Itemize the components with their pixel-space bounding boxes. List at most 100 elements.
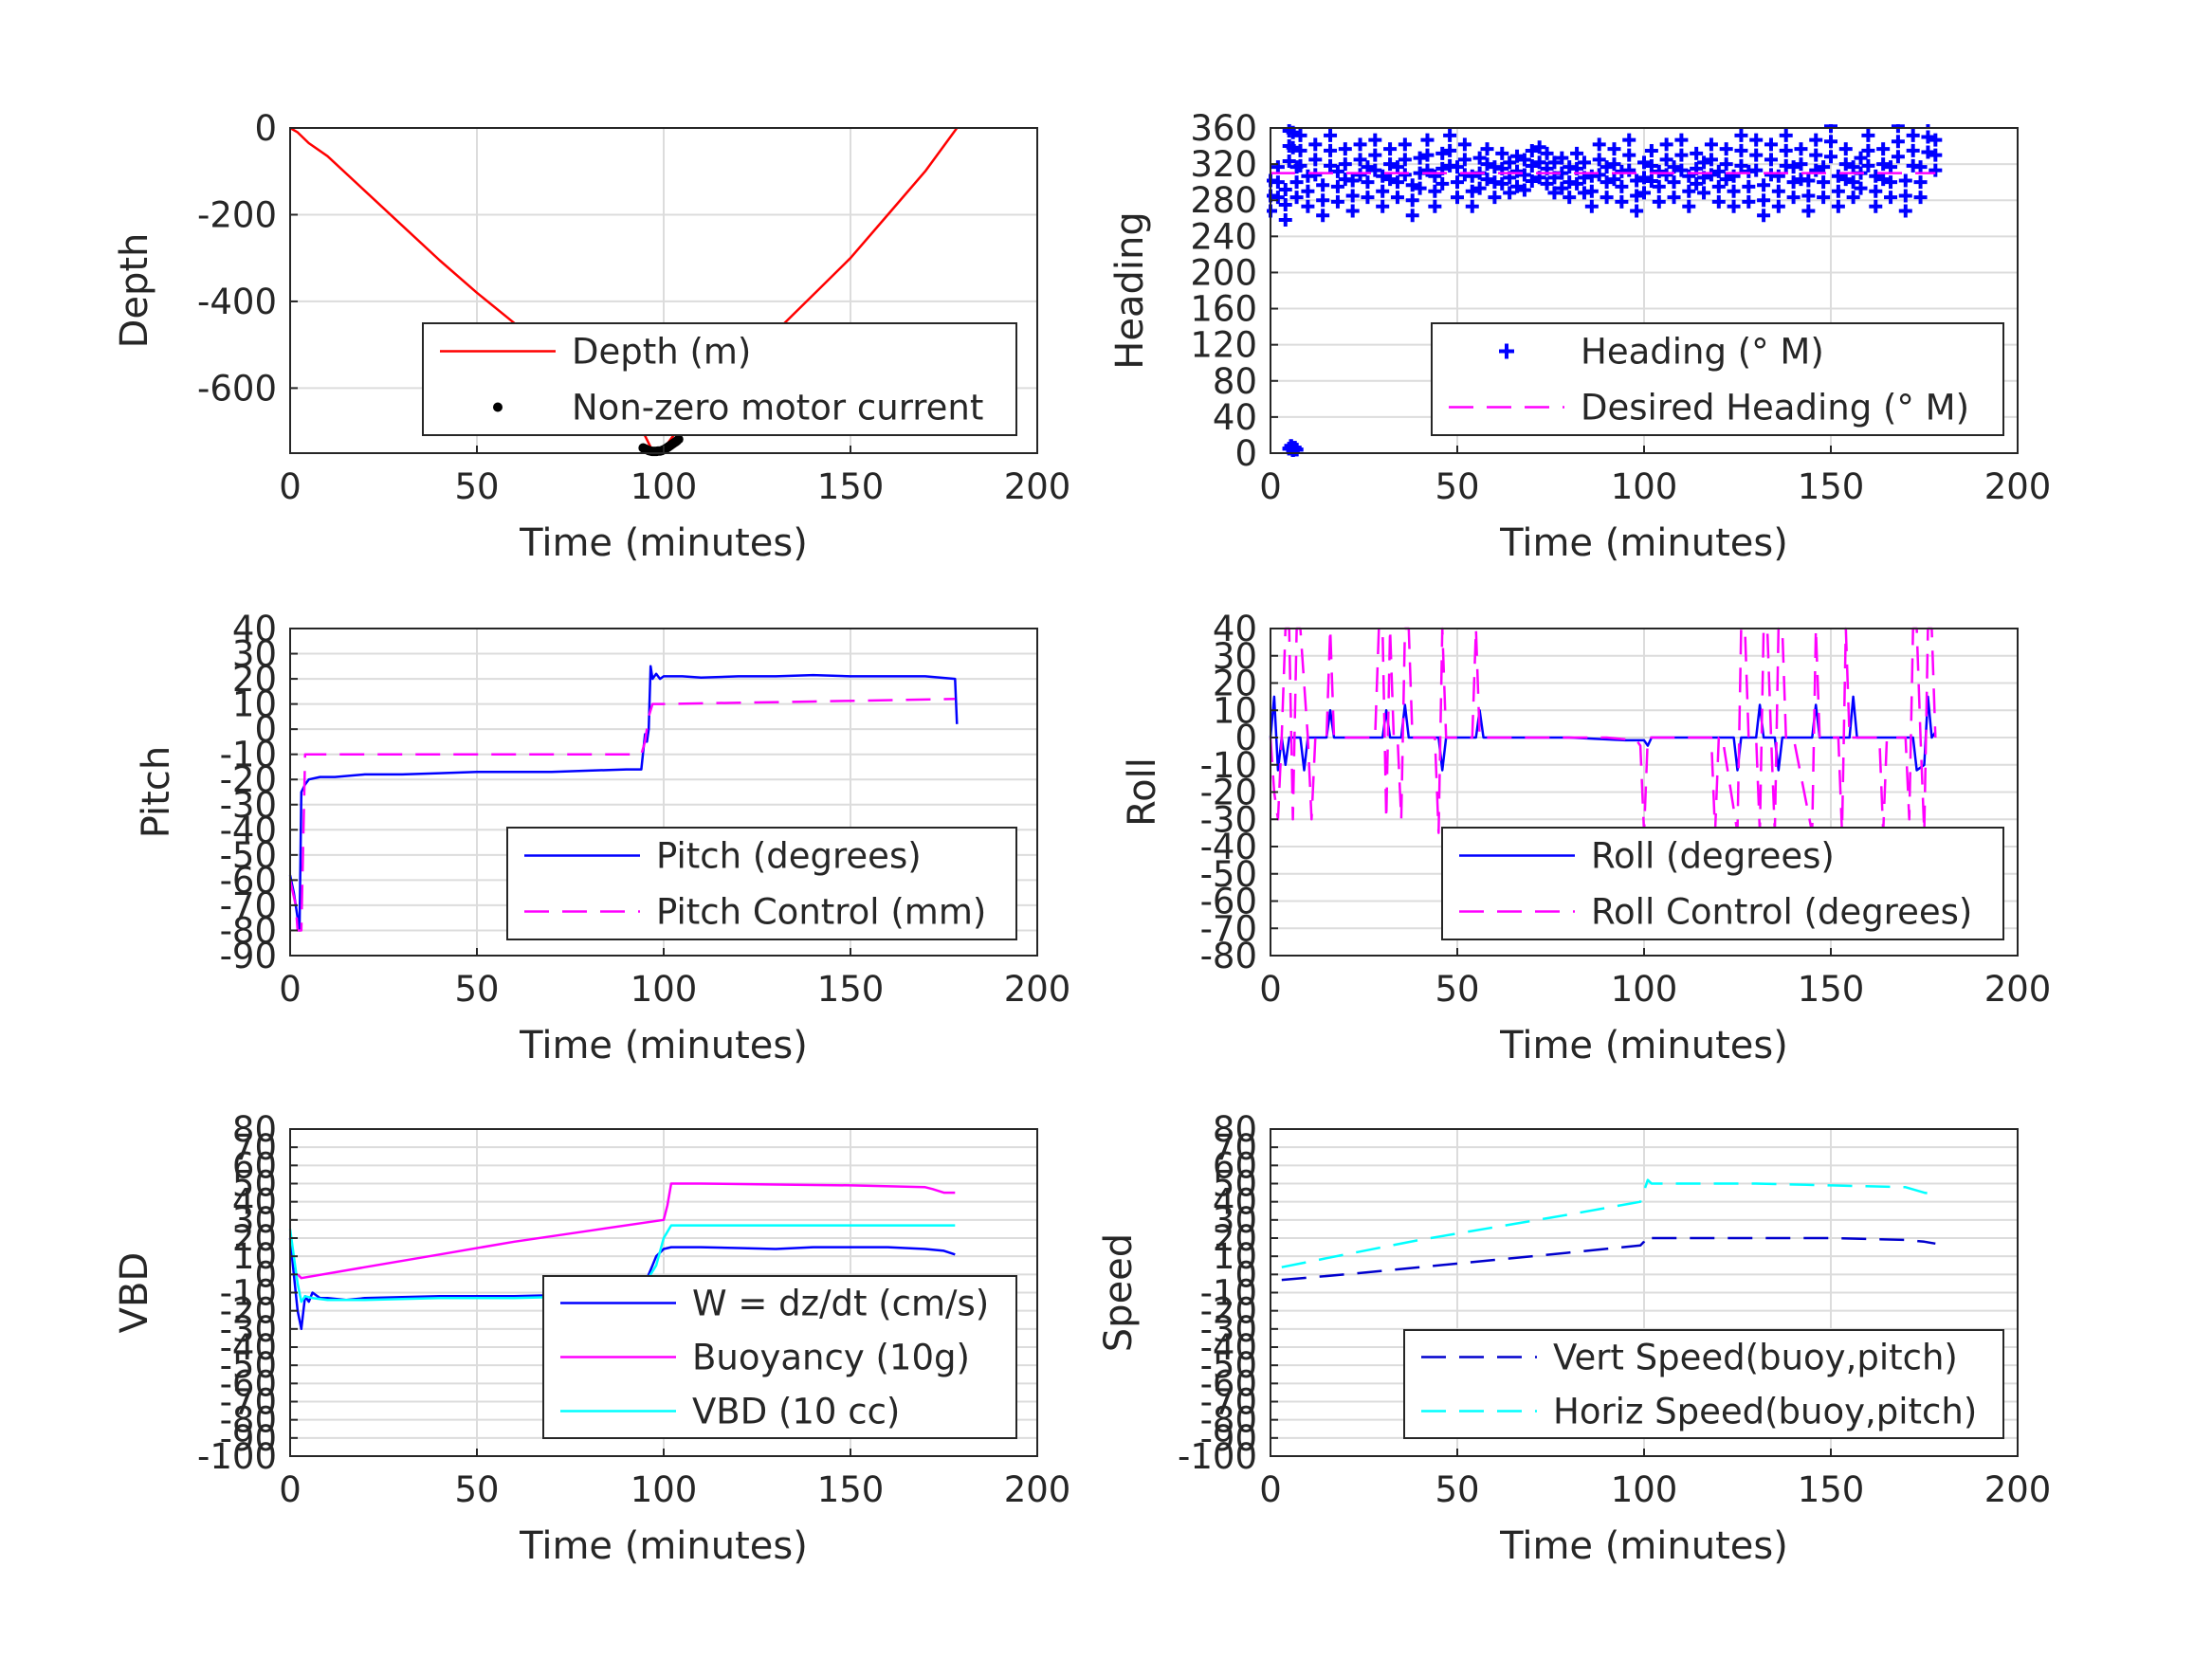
plus-marker: [1615, 194, 1629, 209]
plus-marker: [1457, 153, 1472, 167]
pitch-legend: Pitch (degrees) Pitch Control (mm): [506, 827, 1017, 940]
y-tick-label: 0: [1234, 433, 1257, 474]
y-tick-label: -200: [197, 194, 277, 235]
y-tick-label: -100: [197, 1436, 277, 1477]
plus-marker: [1838, 142, 1853, 156]
plus-marker: [1898, 204, 1912, 218]
plus-marker: [1525, 174, 1539, 189]
pitch-legend-entry-pitch-control: Pitch Control (mm): [524, 892, 986, 933]
plus-marker: [1667, 175, 1681, 190]
plus-marker: [1898, 173, 1912, 188]
plus-marker: [1376, 199, 1390, 213]
plus-marker: [1898, 189, 1912, 203]
plus-marker: [1547, 186, 1562, 200]
plus-marker: [1517, 168, 1531, 182]
y-tick-label: -10: [220, 735, 277, 775]
plus-marker: [1525, 159, 1539, 173]
legend-label: VBD (10 cc): [692, 1392, 900, 1432]
plus-marker: [1547, 155, 1562, 170]
plus-marker: [1667, 160, 1681, 174]
y-tick-label: -50: [1200, 854, 1257, 895]
plus-marker: [1570, 146, 1584, 160]
y-tick-label: -80: [1200, 936, 1257, 976]
y-tick-label: -20: [220, 1291, 277, 1332]
plus-marker: [1630, 204, 1644, 218]
plus-marker: [1465, 199, 1479, 213]
plus-marker: [1451, 175, 1464, 190]
plus-marker: [1704, 168, 1718, 182]
y-tick-label: 0: [254, 1254, 277, 1295]
x-tick-label: 100: [631, 969, 698, 1010]
plus-marker: [1584, 199, 1599, 213]
plus-marker: [1637, 155, 1651, 170]
plus-marker: [1779, 143, 1793, 157]
plus-marker: [1428, 199, 1442, 213]
plus-marker: [1921, 145, 1935, 159]
speed-plot-area: [1281, 1178, 1936, 1282]
speed-x-axis-label: Time (minutes): [1499, 1524, 1788, 1568]
plus-marker: [1824, 135, 1837, 149]
heading-legend: Heading (° M) Desired Heading (° M): [1431, 322, 2004, 436]
plus-marker: [1824, 124, 1837, 134]
plus-marker: [1704, 153, 1718, 167]
y-tick-label: -10: [1200, 745, 1257, 786]
x-tick-label: 50: [454, 1469, 499, 1510]
x-tick-label: 200: [1004, 969, 1071, 1010]
plus-marker: [1383, 173, 1398, 187]
roll-panel: 0 50 100 150 200403020100-10-20-30-40-50-60-…: [1121, 609, 2051, 1067]
heading-series: [1267, 124, 1943, 227]
plus-marker: [1398, 153, 1412, 167]
y-tick-label: -90: [220, 1418, 277, 1459]
x-tick-label: 150: [817, 466, 885, 507]
y-tick-label: 20: [232, 659, 277, 700]
y-tick-label: -70: [1200, 1382, 1257, 1423]
legend-label: Buoyancy (10g): [692, 1338, 970, 1378]
plus-marker: [1697, 155, 1711, 170]
plus-marker: [1757, 178, 1771, 192]
legend-label: Pitch (degrees): [656, 836, 922, 877]
plus-marker: [1278, 212, 1292, 227]
plus-marker: [1383, 157, 1398, 172]
plus-marker: [1719, 142, 1733, 156]
plus-marker: [1480, 157, 1494, 172]
y-tick-label: 70: [1213, 1127, 1257, 1168]
y-tick-label: -90: [220, 936, 277, 976]
plus-marker: [1592, 168, 1606, 182]
plus-marker: [1929, 133, 1943, 147]
plus-marker: [1674, 133, 1689, 147]
y-tick-label: -80: [1200, 1400, 1257, 1441]
plus-marker: [1289, 175, 1304, 190]
legend-label: W = dz/dt (cm/s): [692, 1284, 989, 1324]
plus-marker: [1376, 169, 1390, 183]
x-tick-label: 50: [1435, 466, 1479, 507]
x-tick-label: 100: [1611, 1469, 1678, 1510]
y-tick-label: 30: [232, 634, 277, 675]
plus-marker: [1390, 160, 1404, 174]
plus-marker: [1690, 146, 1704, 160]
plus-marker: [1517, 183, 1531, 197]
plus-marker: [1667, 191, 1681, 205]
x-tick-label: 100: [631, 1469, 698, 1510]
pitch-ticks: 0 50 100 150 200403020100-10-20-30-40-50-60-…: [220, 609, 1071, 1010]
roll-y-axis-label: Roll: [1121, 757, 1164, 827]
y-tick-label: -10: [220, 1273, 277, 1314]
x-tick-label: 150: [1798, 466, 1865, 507]
plus-marker: [1361, 191, 1375, 205]
y-tick-label: -70: [220, 1382, 277, 1423]
plus-marker: [1353, 168, 1367, 182]
plus-marker: [1443, 128, 1457, 142]
depth-legend-entry-depth: Depth (m): [440, 332, 751, 373]
plus-marker: [1749, 133, 1764, 147]
roll-plot-area: [1269, 627, 1937, 834]
plus-marker: [1472, 151, 1487, 165]
x-tick-label: 50: [454, 969, 499, 1010]
y-tick-label: 40: [1213, 1182, 1257, 1223]
plus-marker: [1376, 184, 1390, 198]
y-tick-label: -20: [1200, 1291, 1257, 1332]
vbd-legend: W = dz/dt (cm/s) Buoyancy (10g) VBD (10 …: [542, 1275, 1017, 1439]
plus-marker: [1622, 163, 1636, 177]
series-line: [288, 698, 956, 932]
plus-marker: [1831, 184, 1845, 198]
y-tick-label: -40: [1200, 827, 1257, 867]
depth-ticks: 0 50 100 150 200 0 -200 -400 -600: [197, 108, 1070, 507]
